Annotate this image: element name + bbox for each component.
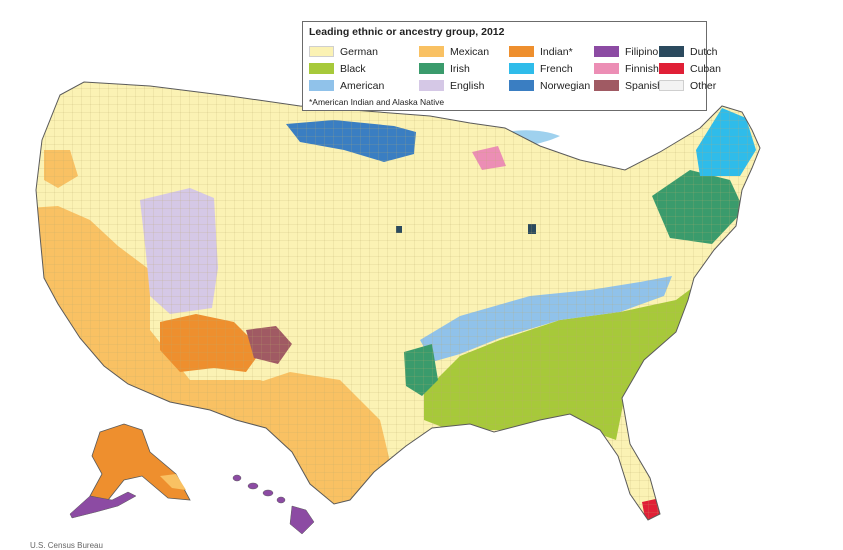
legend-swatch — [309, 46, 334, 57]
source-credit: U.S. Census Bureau — [30, 541, 103, 550]
legend-label: Norwegian — [540, 79, 591, 92]
legend-label: Other — [690, 79, 717, 92]
legend-swatch — [419, 46, 444, 57]
legend-label: English — [450, 79, 485, 92]
legend-item-irish: Irish — [419, 62, 509, 75]
legend-label: Indian* — [540, 45, 573, 58]
legend-item-black: Black — [309, 62, 419, 75]
legend-swatch — [509, 80, 534, 91]
legend-label: Finnish — [625, 62, 659, 75]
legend-swatch — [309, 80, 334, 91]
alaska — [69, 423, 191, 519]
legend-swatch — [659, 80, 684, 91]
legend-item-norwegian: Norwegian — [509, 79, 594, 92]
legend-label: French — [540, 62, 573, 75]
legend-item-english: English — [419, 79, 509, 92]
legend-title: Leading ethnic or ancestry group, 2012 — [309, 26, 505, 38]
legend-label: American — [340, 79, 385, 92]
legend-label: Mexican — [450, 45, 490, 58]
legend-label: Black — [340, 62, 366, 75]
legend-label: Irish — [450, 62, 470, 75]
legend-item-american: American — [309, 79, 419, 92]
legend-items: German Mexican Indian* Filipino Dutch Black Ir… — [309, 45, 721, 92]
legend-swatch — [594, 80, 619, 91]
legend-swatch — [659, 46, 684, 57]
legend-label: Dutch — [690, 45, 718, 58]
legend-item-german: German — [309, 45, 419, 58]
legend-label: German — [340, 45, 378, 58]
legend-item-spanish: Spanish — [594, 79, 663, 92]
legend-swatch — [509, 63, 534, 74]
legend-item-indian: Indian* — [509, 45, 594, 58]
legend-swatch — [509, 46, 534, 57]
legend-swatch — [419, 63, 444, 74]
map-legend: Leading ethnic or ancestry group, 2012 G… — [302, 21, 721, 111]
legend-swatch — [594, 63, 619, 74]
legend-label: Cuban — [690, 62, 721, 75]
legend-item-dutch: Dutch — [659, 45, 717, 58]
legend-swatch — [419, 80, 444, 91]
legend-footnote: *American Indian and Alaska Native — [309, 97, 445, 107]
legend-item-filipino: Filipino — [594, 45, 659, 58]
legend-label: Spanish — [625, 79, 663, 92]
legend-swatch — [594, 46, 619, 57]
legend-swatch — [309, 63, 334, 74]
legend-item-french: French — [509, 62, 594, 75]
legend-label: Filipino — [625, 45, 659, 58]
legend-item-other: Other — [659, 79, 716, 92]
legend-item-mexican: Mexican — [419, 45, 509, 58]
legend-swatch — [659, 63, 684, 74]
legend-item-cuban: Cuban — [659, 62, 721, 75]
hawaii — [232, 474, 315, 535]
legend-item-finnish: Finnish — [594, 62, 659, 75]
